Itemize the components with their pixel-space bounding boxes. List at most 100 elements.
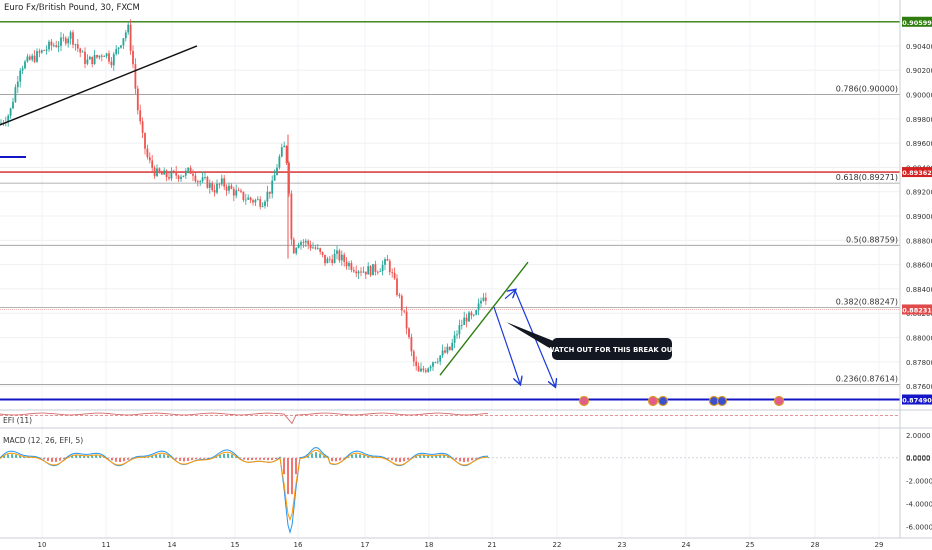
macd-histogram-bar bbox=[443, 455, 445, 458]
candle-body bbox=[420, 368, 422, 372]
macd-histogram-bar bbox=[167, 455, 169, 458]
candle-body bbox=[230, 185, 233, 189]
candle-body bbox=[158, 168, 161, 173]
candle-body bbox=[292, 239, 295, 254]
candle-body bbox=[146, 148, 149, 158]
candle-body bbox=[400, 295, 403, 311]
candle-body bbox=[422, 368, 425, 371]
macd-histogram-bar bbox=[11, 454, 13, 458]
candle-body bbox=[362, 271, 365, 273]
forecast-arrow[interactable] bbox=[493, 306, 520, 384]
efi-axis-tick: 0.0000 bbox=[906, 454, 931, 462]
candle-body bbox=[216, 183, 218, 193]
candle-body bbox=[156, 168, 158, 177]
macd-histogram-bar bbox=[115, 457, 117, 462]
macd-histogram-bar bbox=[227, 453, 229, 458]
time-axis-tick: 21 bbox=[488, 541, 497, 549]
macd-histogram-bar bbox=[223, 453, 225, 458]
macd-histogram-bar bbox=[111, 457, 113, 461]
candle-body bbox=[240, 190, 242, 192]
macd-axis-tick: -2.0000 bbox=[906, 478, 932, 486]
candle-body bbox=[379, 271, 382, 272]
macd-histogram-bar bbox=[199, 457, 201, 459]
price-marker-badge[interactable] bbox=[902, 16, 932, 27]
price-marker-badge[interactable] bbox=[902, 167, 932, 178]
candle-body bbox=[105, 53, 108, 57]
candle-body bbox=[7, 115, 10, 122]
macd-axis-tick: 0.0000 bbox=[906, 455, 931, 463]
candle-body bbox=[235, 190, 238, 196]
candle-body bbox=[451, 342, 454, 350]
macd-histogram-bar bbox=[259, 457, 261, 460]
macd-histogram-bar bbox=[91, 455, 93, 458]
candle-body bbox=[283, 145, 286, 148]
macd-histogram-bar bbox=[291, 457, 293, 495]
price-marker-badge[interactable] bbox=[902, 394, 932, 405]
macd-histogram-bar bbox=[179, 457, 181, 461]
time-axis-tick: 25 bbox=[746, 541, 755, 549]
candle-body bbox=[391, 272, 394, 273]
candle-body bbox=[388, 260, 391, 273]
macd-histogram-bar bbox=[195, 457, 197, 460]
macd-histogram-bar bbox=[71, 455, 73, 458]
candle-body bbox=[57, 45, 60, 47]
macd-histogram-bar bbox=[471, 457, 473, 461]
macd-indicator-label[interactable]: MACD (12, 26, EFI, 5) bbox=[3, 436, 84, 445]
efi-indicator-label[interactable]: EFI (11) bbox=[3, 416, 33, 425]
trendline[interactable] bbox=[0, 45, 198, 126]
price-marker-badge[interactable] bbox=[902, 304, 932, 315]
candle-body bbox=[398, 294, 401, 296]
economic-event-icon[interactable] bbox=[773, 395, 785, 407]
macd-histogram-bar bbox=[363, 455, 365, 458]
economic-event-icon[interactable] bbox=[716, 395, 728, 407]
annotation-box[interactable] bbox=[552, 338, 672, 360]
candle-body bbox=[52, 45, 55, 47]
macd-histogram-bar bbox=[439, 455, 441, 458]
candle-body bbox=[304, 240, 307, 243]
candle-body bbox=[62, 37, 65, 39]
macd-histogram-bar bbox=[59, 457, 61, 461]
candle-body bbox=[115, 48, 118, 54]
candle-body bbox=[475, 310, 478, 315]
economic-event-icon[interactable] bbox=[657, 395, 669, 407]
economic-event-icon[interactable] bbox=[578, 395, 590, 407]
candle-body bbox=[297, 244, 300, 248]
macd-histogram-bar bbox=[219, 454, 221, 458]
macd-histogram-bar bbox=[203, 457, 205, 459]
candle-body bbox=[127, 24, 130, 33]
macd-histogram-bar bbox=[19, 455, 21, 458]
trendline[interactable] bbox=[439, 261, 529, 376]
time-axis-tick: 11 bbox=[102, 541, 111, 549]
annotation-pointer bbox=[506, 322, 556, 352]
time-axis-tick: 24 bbox=[682, 541, 691, 549]
macd-histogram-bar bbox=[351, 454, 353, 458]
time-axis-tick: 15 bbox=[231, 541, 240, 549]
candle-body bbox=[480, 300, 482, 304]
macd-histogram-bar bbox=[415, 456, 417, 458]
economic-event-icon[interactable] bbox=[647, 395, 659, 407]
candle-body bbox=[88, 56, 91, 60]
candle-body bbox=[69, 32, 72, 39]
candle-body bbox=[84, 51, 86, 64]
macd-histogram-bar bbox=[463, 457, 465, 463]
candle-body bbox=[16, 81, 19, 88]
candle-body bbox=[314, 247, 317, 249]
macd-histogram-bar bbox=[343, 457, 345, 459]
candle-body bbox=[453, 335, 456, 343]
forecast-arrow[interactable] bbox=[504, 290, 515, 300]
candle-body bbox=[278, 156, 281, 168]
macd-histogram-bar bbox=[47, 457, 49, 461]
time-axis-tick: 22 bbox=[553, 541, 562, 549]
macd-histogram-bar bbox=[271, 457, 273, 461]
macd-histogram-bar bbox=[175, 457, 177, 460]
candle-body bbox=[331, 259, 334, 263]
candle-body bbox=[124, 32, 127, 39]
candle-body bbox=[247, 197, 250, 200]
candle-body bbox=[271, 180, 274, 194]
candle-body bbox=[456, 334, 458, 336]
macd-histogram-bar bbox=[79, 455, 81, 458]
candle-body bbox=[98, 55, 101, 58]
